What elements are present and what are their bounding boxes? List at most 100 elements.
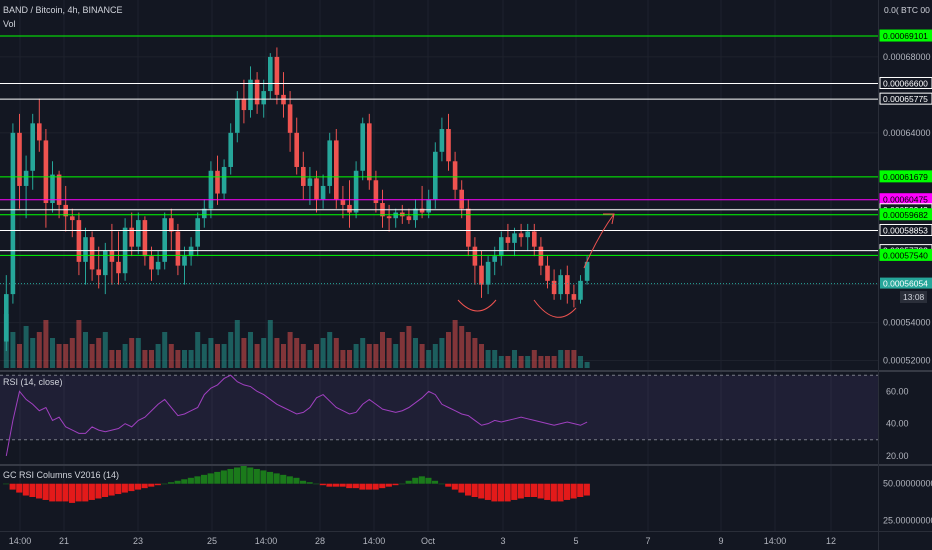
volume-bar — [122, 344, 128, 368]
volume-bar — [142, 350, 148, 368]
gc-column — [385, 483, 392, 487]
volume-legend: Vol — [3, 19, 16, 29]
gc-column — [181, 479, 188, 484]
candle-body — [485, 261, 491, 285]
gc-column — [62, 483, 69, 502]
level-label: 0.00060475 — [883, 195, 928, 205]
candle-body — [446, 129, 451, 162]
volume-bar — [43, 320, 49, 368]
candle-body — [538, 246, 544, 266]
gc-column — [491, 483, 498, 502]
candle-body — [320, 185, 326, 200]
gc-column — [564, 483, 571, 500]
candle-body — [584, 261, 590, 281]
time-tick-label: Oct — [421, 536, 436, 546]
gc-column — [583, 483, 590, 496]
candle-body — [56, 174, 62, 205]
volume-bar — [69, 338, 75, 368]
candle-body — [254, 79, 260, 105]
volume-bar — [287, 332, 293, 368]
gc-column — [550, 483, 557, 502]
candle-body — [367, 123, 372, 181]
candle-body — [37, 123, 42, 141]
volume-bar — [518, 356, 524, 368]
time-tick-label: 14:00 — [764, 536, 787, 546]
price-tick-label: 0.00054000 — [883, 318, 931, 328]
volume-bar — [320, 338, 326, 368]
candle-body — [452, 161, 458, 190]
candle-body — [89, 237, 95, 270]
volume-bar — [241, 338, 247, 368]
volume-bar — [485, 350, 491, 368]
volume-bar — [168, 344, 174, 368]
gc-column — [207, 473, 214, 484]
candle-body — [83, 237, 88, 262]
gc-column — [128, 483, 135, 492]
candle-body — [466, 208, 471, 247]
candle-body — [50, 174, 55, 204]
pane-separators — [0, 370, 932, 466]
gc-column — [313, 483, 320, 485]
volume-bar — [505, 356, 511, 368]
volume-bar — [294, 338, 300, 368]
gc-column — [154, 483, 161, 486]
time-tick-label: 23 — [133, 536, 143, 546]
rsi-pane: 60.00 40.00 20.00 — [0, 374, 909, 461]
time-tick-label: 14:00 — [255, 536, 278, 546]
gc-column — [451, 483, 458, 490]
level-label: 0.00069101 — [883, 31, 928, 41]
volume-bar — [96, 338, 102, 368]
gc-column — [504, 483, 511, 502]
volume-bar — [89, 344, 95, 368]
candle-body — [479, 265, 484, 285]
gc-column — [531, 483, 538, 497]
candle-body — [70, 216, 75, 221]
gc-column — [399, 483, 406, 485]
gc-column — [75, 483, 82, 502]
candle-body — [347, 204, 352, 213]
time-tick-label: 21 — [59, 536, 69, 546]
time-tick-label: 25 — [207, 536, 217, 546]
gc-column — [333, 483, 340, 487]
volume-bar — [512, 350, 517, 368]
volume-bar — [380, 332, 385, 368]
gc-column — [102, 483, 109, 497]
time-axis[interactable]: 14:00 21 23 25 14:00 28 14:00 Oct 3 5 7 9 14:00 12 — [9, 536, 836, 546]
candle-body — [360, 123, 365, 171]
candle-body — [142, 220, 148, 257]
time-tick-label: 9 — [718, 536, 723, 546]
candle-body — [215, 170, 220, 194]
gc-column — [234, 467, 241, 484]
volume-bar — [83, 332, 88, 368]
countdown-label: 13:08 — [900, 291, 928, 303]
gc-column — [280, 474, 287, 484]
candle-body — [307, 178, 313, 186]
gc-column — [95, 483, 102, 499]
candle-body — [433, 151, 438, 200]
rsi-line — [5, 374, 588, 457]
price-tick-label: 0.00068000 — [883, 52, 931, 62]
candle-body — [274, 56, 280, 95]
gc-column — [392, 483, 399, 486]
volume-bar — [63, 344, 69, 368]
candle-body — [294, 132, 299, 167]
volume-bar — [254, 344, 260, 368]
volume-bar — [578, 356, 583, 368]
level-label-box — [879, 92, 932, 105]
drawn-arc — [533, 299, 577, 318]
time-tick-label: 7 — [645, 536, 650, 546]
volume-bar — [267, 320, 273, 368]
candle-body — [4, 294, 9, 342]
gc-column — [82, 483, 89, 502]
candle-body — [103, 250, 108, 276]
volume-bar — [10, 332, 16, 368]
gc-column — [148, 483, 155, 487]
volume-bar — [571, 350, 577, 368]
candle-body — [558, 275, 563, 295]
gc-column — [458, 483, 465, 493]
price-tick-label: 0.00052000 — [883, 356, 931, 366]
rsi-tick-label: 20.00 — [886, 451, 909, 461]
gc-column — [16, 483, 23, 493]
